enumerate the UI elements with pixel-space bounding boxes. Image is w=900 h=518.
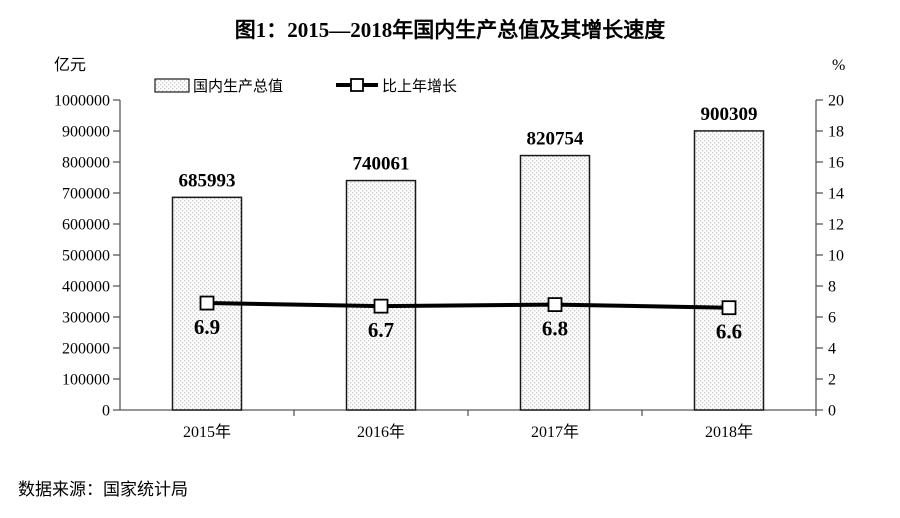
legend-bar-swatch-icon (154, 78, 190, 93)
legend-line-label: 比上年增长 (382, 78, 457, 95)
left-axis-ticks: 0 100000 200000 300000 400000 500000 600000 700… (54, 93, 120, 420)
left-axis-tick-label: 800000 (62, 155, 110, 172)
right-axis-ticks: 0 2 4 6 8 10 12 14 16 18 20 (816, 93, 844, 420)
line-value-label-2015: 6.9 (194, 315, 220, 339)
left-axis-tick-label: 600000 (62, 217, 110, 234)
bar-2018 (693, 130, 765, 411)
x-axis-label-2018: 2018年 (705, 423, 753, 441)
x-axis-label-2016: 2016年 (357, 423, 405, 441)
left-axis-tick-label: 400000 (62, 279, 110, 296)
x-axis-labels: 2015年 2016年 2017年 2018年 (183, 423, 753, 441)
bar-series (171, 130, 765, 411)
bar-value-label-2017: 820754 (527, 129, 585, 150)
line-marker-2016 (373, 298, 389, 314)
right-axis-tick-label: 20 (828, 93, 844, 110)
bar-value-label-2015: 685993 (179, 170, 236, 191)
chart-title: 图1：2015—2018年国内生产总值及其增长速度 (235, 18, 666, 42)
line-marker-2017 (547, 297, 563, 313)
right-axis-tick-label: 18 (828, 124, 844, 141)
line-value-label-2016: 6.7 (368, 318, 394, 342)
right-axis-tick-label: 4 (828, 341, 836, 358)
line-value-label-2017: 6.8 (542, 317, 568, 341)
left-axis-tick-label: 300000 (62, 310, 110, 327)
legend-square-marker-icon (350, 78, 364, 92)
growth-line (206, 301, 730, 310)
legend: 国内生产总值 比上年增长 (154, 78, 457, 95)
bar-2017 (519, 154, 591, 411)
left-axis-tick-label: 500000 (62, 248, 110, 265)
left-axis-tick-label: 200000 (62, 341, 110, 358)
right-axis-tick-label: 14 (828, 186, 844, 203)
right-axis-tick-label: 6 (828, 310, 836, 327)
bar-2016 (345, 179, 417, 411)
bottom-axis-ticks (293, 410, 643, 416)
left-axis-tick-label: 700000 (62, 186, 110, 203)
right-axis-tick-label: 0 (828, 403, 836, 420)
right-axis-unit-label: % (832, 57, 845, 74)
left-axis-tick-label: 900000 (62, 124, 110, 141)
left-axis-tick-label: 0 (102, 403, 110, 420)
left-axis-tick-label: 100000 (62, 372, 110, 389)
left-axis-tick-label: 1000000 (54, 93, 110, 110)
line-series (199, 295, 737, 316)
line-value-label-2018: 6.6 (716, 320, 742, 344)
bar-value-labels: 685993 740061 820754 900309 (179, 104, 758, 191)
right-axis-tick-label: 12 (828, 217, 844, 234)
left-axis-unit-label: 亿元 (54, 56, 86, 74)
x-axis-label-2015: 2015年 (183, 423, 231, 441)
right-axis-tick-label: 8 (828, 279, 836, 296)
right-axis-tick-label: 10 (828, 248, 844, 265)
right-axis-tick-label: 16 (828, 155, 844, 172)
bar-value-label-2018: 900309 (701, 104, 758, 125)
legend-bar-label: 国内生产总值 (193, 78, 283, 95)
right-axis-tick-label: 2 (828, 372, 836, 389)
data-source-note: 数据来源：国家统计局 (18, 480, 188, 499)
line-value-labels: 6.9 6.7 6.8 6.6 (194, 315, 742, 344)
line-marker-2018 (721, 300, 737, 316)
bar-value-label-2016: 740061 (353, 154, 410, 175)
line-marker-2015 (199, 295, 215, 311)
x-axis-label-2017: 2017年 (531, 423, 579, 441)
